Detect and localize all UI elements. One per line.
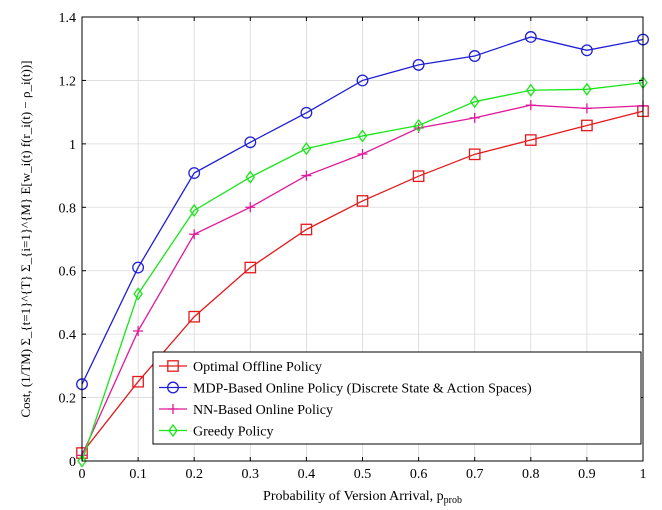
series-line <box>81 36 644 385</box>
legend-box <box>152 351 642 445</box>
legend-marker <box>168 423 178 438</box>
data-point <box>469 112 480 123</box>
data-point <box>412 170 425 183</box>
data-point <box>525 100 536 111</box>
series-line <box>81 110 644 454</box>
ticks: 0 0.1 0.2 0.3 0.4 0.5 0.6 0.7 0.8 0.9 1 0 0.2 0.4 0.6 0… <box>59 11 647 482</box>
data-point <box>524 31 537 43</box>
y-tick-label: 1.4 <box>59 11 77 26</box>
data-point <box>581 119 593 132</box>
legend-label: NN-Based Online Policy <box>193 403 333 418</box>
data-point <box>300 106 313 119</box>
data-point <box>412 58 425 71</box>
data-point <box>189 203 200 218</box>
data-point <box>188 167 201 179</box>
y-axis-label: Cost, (1/TM) Σ_{t=1}^{T} Σ_{i=1}^{M} E[w… <box>18 60 33 417</box>
x-tick-label: 0.4 <box>298 467 316 482</box>
y-tick-label: 0 <box>69 455 76 470</box>
legend-marker <box>168 404 178 414</box>
y-tick-label: 1 <box>69 138 76 153</box>
series-1 <box>76 105 649 459</box>
data-point <box>356 74 369 87</box>
y-tick-label: 0.4 <box>59 328 77 343</box>
data-point <box>245 170 256 184</box>
y-tick-label: 0.8 <box>59 201 77 216</box>
data-point <box>133 287 143 301</box>
data-point <box>132 261 145 274</box>
data-point <box>468 50 481 62</box>
x-axis-label-sub: prob <box>444 495 462 506</box>
series-line <box>81 82 644 462</box>
y-tick-label: 0.6 <box>59 265 77 280</box>
x-tick-label: 0.7 <box>466 467 484 482</box>
series-4 <box>77 76 648 468</box>
data-point <box>582 82 592 96</box>
data-point <box>525 83 536 97</box>
data-point <box>189 229 200 240</box>
data-point <box>245 202 256 213</box>
x-tick-label: 0 <box>79 467 86 482</box>
y-tick-label: 1.2 <box>59 74 77 89</box>
data-point <box>188 310 201 323</box>
data-point <box>301 170 312 181</box>
data-point <box>357 129 368 143</box>
legend-label: Greedy Policy <box>193 425 273 440</box>
data-point <box>132 375 144 388</box>
data-point <box>244 136 257 149</box>
series-2 <box>76 31 649 391</box>
legend-marker <box>167 381 179 394</box>
data-point <box>300 223 313 236</box>
x-tick-label: 0.1 <box>129 467 147 482</box>
x-tick-label: 0.3 <box>242 467 260 482</box>
data-point <box>357 149 368 160</box>
data-point <box>524 134 537 146</box>
data-point <box>244 261 257 274</box>
legend-entry: NN-Based Online Policy <box>159 403 333 418</box>
y-tick-label: 0.2 <box>59 392 77 407</box>
x-tick-label: 0.9 <box>578 467 596 482</box>
data-point <box>469 95 480 109</box>
data-point <box>77 454 87 468</box>
data-point <box>356 195 369 207</box>
data-point <box>580 44 593 57</box>
data-point <box>468 148 481 161</box>
legend-label: Optimal Offline Policy <box>193 360 322 375</box>
x-axis-label-main: Probability of Version Arrival, p <box>263 489 444 504</box>
x-axis-label: Probability of Version Arrival, pprob <box>263 489 462 506</box>
x-tick-label: 1 <box>640 467 647 482</box>
legend: Optimal Offline Policy MDP-Based Online P… <box>152 351 642 445</box>
legend-entry: Optimal Offline Policy <box>159 360 322 375</box>
x-tick-label: 0.2 <box>185 467 203 482</box>
data-point <box>581 103 592 114</box>
data-point <box>133 325 144 336</box>
x-tick-label: 0.6 <box>410 467 428 482</box>
legend-entry: MDP-Based Online Policy (Discrete State … <box>159 382 532 397</box>
series-layer <box>76 31 649 468</box>
legend-marker <box>167 360 179 372</box>
x-tick-label: 0.8 <box>522 467 540 482</box>
data-point <box>413 118 424 133</box>
data-point <box>301 142 312 156</box>
legend-label: MDP-Based Online Policy (Discrete State … <box>193 382 532 397</box>
x-tick-label: 0.5 <box>354 467 372 482</box>
legend-entry: Greedy Policy <box>159 423 273 440</box>
